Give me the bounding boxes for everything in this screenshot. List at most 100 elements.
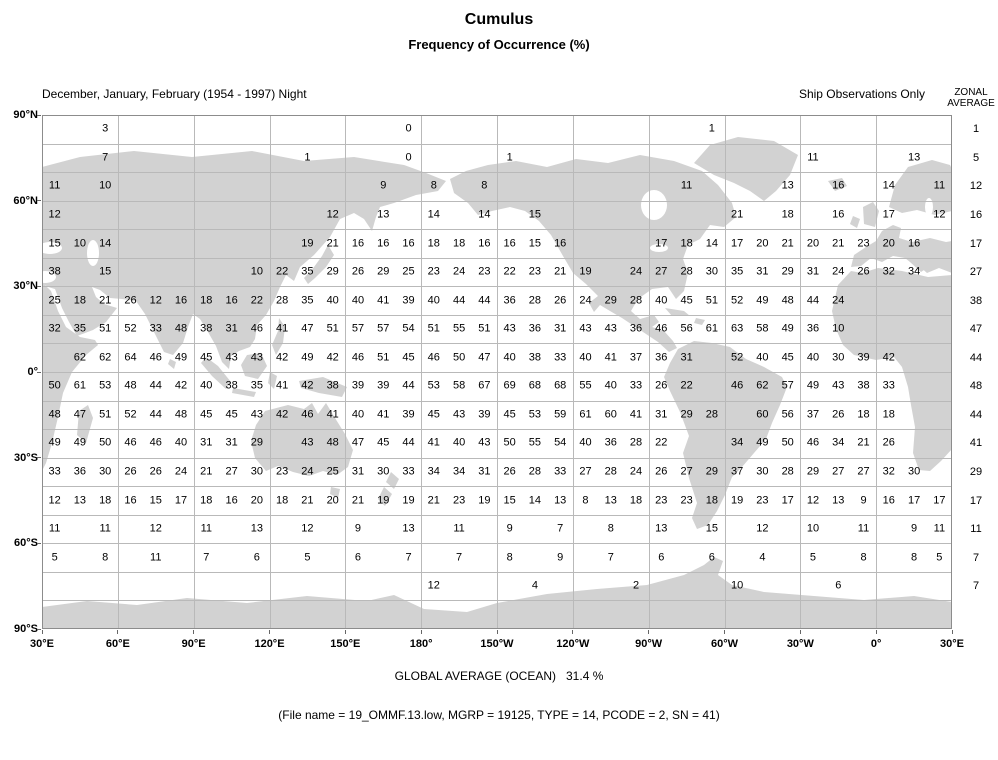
zonal-average-value: 38 [969, 294, 983, 307]
grid-value: 26 [655, 379, 668, 392]
grid-value: 31 [225, 436, 238, 449]
grid-value: 23 [756, 494, 769, 506]
zonal-average-value: 29 [969, 465, 983, 478]
landmass-iceland [828, 178, 847, 191]
grid-value: 39 [377, 379, 390, 392]
grid-value: 40 [200, 379, 213, 392]
zonal-average-value: 44 [969, 351, 983, 364]
lon-tick-label: 180° [409, 638, 433, 650]
mediterranean-east [42, 271, 56, 283]
baltic-sea [925, 198, 933, 216]
grid-value: 29 [250, 436, 263, 449]
grid-value: 1 [304, 151, 311, 164]
grid-value: 41 [427, 436, 440, 449]
grid-value: 19 [301, 237, 314, 249]
landmass-cuba [665, 308, 690, 316]
grid-value: 16 [351, 237, 365, 249]
grid-value: 28 [276, 294, 289, 307]
grid-value: 27 [225, 465, 238, 478]
grid-value: 11 [200, 522, 213, 535]
grid-value: 15 [528, 208, 542, 221]
zonal-header-line1: ZONAL [954, 87, 988, 98]
grid-value: 11 [150, 551, 162, 564]
grid-value: 9 [506, 522, 513, 535]
grid-value: 17 [655, 237, 668, 249]
grid-value: 45 [200, 408, 213, 421]
grid-value: 18 [705, 494, 718, 506]
grid-value: 15 [705, 522, 718, 535]
grid-value: 18 [882, 408, 895, 421]
grid-value: 33 [48, 465, 61, 478]
grid-value: 41 [276, 322, 289, 335]
grid-value: 15 [48, 237, 61, 249]
grid-value: 17 [781, 494, 794, 506]
landmass-sri-lanka [168, 359, 176, 369]
zonal-average-value: 7 [972, 551, 980, 564]
grid-value: 34 [731, 436, 744, 449]
zonal-average-value: 12 [969, 180, 983, 193]
grid-value: 55 [452, 322, 466, 335]
grid-value: 18 [629, 494, 643, 506]
lon-tick-label: 90°E [181, 638, 206, 650]
grid-value: 4 [759, 551, 766, 564]
grid-value: 23 [427, 265, 440, 278]
grid-value: 47 [351, 436, 365, 449]
grid-value: 44 [402, 379, 415, 392]
grid-value: 38 [857, 379, 870, 392]
grid-value: 50 [503, 436, 516, 449]
landmass-new-zealand-south [378, 487, 392, 506]
grid-value: 21 [301, 494, 314, 506]
grid-value: 51 [326, 322, 339, 335]
grid-value: 51 [377, 351, 390, 364]
grid-value: 18 [781, 208, 794, 221]
grid-value: 13 [832, 494, 845, 506]
grid-value: 53 [99, 379, 112, 392]
grid-value: 62 [99, 351, 112, 364]
grid-value: 26 [655, 465, 668, 478]
lon-tick-label: 120°W [556, 638, 590, 650]
landmass-italy [900, 247, 927, 272]
grid-value: 40 [503, 351, 516, 364]
axis-tick [193, 630, 195, 634]
grid-value: 38 [528, 351, 542, 364]
grid-value: 45 [200, 351, 213, 364]
grid-value: 23 [655, 494, 668, 506]
lat-tick-label: 0° [27, 366, 38, 378]
grid-value: 58 [756, 322, 769, 335]
grid-value: 18 [200, 294, 213, 307]
grid-value: 23 [528, 265, 542, 278]
grid-value: 42 [174, 379, 188, 392]
axis-tick [799, 630, 801, 634]
grid-value: 28 [705, 408, 718, 421]
grid-value: 17 [882, 208, 895, 221]
grid-value: 33 [554, 351, 567, 364]
grid-value: 16 [124, 494, 137, 506]
zonal-header-line2: AVERAGE [947, 98, 995, 109]
grid-value: 43 [579, 322, 592, 335]
grid-value: 21 [832, 237, 845, 249]
grid-value: 13 [907, 151, 921, 164]
grid-value: 35 [731, 265, 744, 278]
grid-value: 11 [99, 522, 111, 535]
grid-value: 56 [781, 408, 794, 421]
map-border [42, 115, 952, 629]
grid-value: 40 [604, 379, 617, 392]
axis-tick [496, 630, 498, 634]
grid-value: 18 [427, 237, 440, 249]
grid-value: 21 [731, 208, 744, 221]
grid-value: 31 [351, 465, 365, 478]
grid-value: 12 [933, 208, 946, 221]
grid-value: 54 [554, 436, 567, 449]
grid-value: 42 [301, 379, 314, 392]
grid-value: 46 [427, 351, 440, 364]
grid-values-layer: 3 0 1 7 1 0 1 11 13 11 10 9 8 8 11 13 16 14 11 12 12 13 14 14 15… [42, 115, 952, 629]
grid-value: 31 [756, 265, 769, 278]
grid-value: 21 [857, 436, 870, 449]
grid-value: 13 [604, 494, 617, 506]
zonal-average-header: ZONAL AVERAGE [944, 87, 998, 109]
grid-value: 30 [705, 265, 718, 278]
grid-value: 7 [102, 151, 109, 164]
grid-value: 29 [781, 265, 794, 278]
grid-value: 14 [882, 179, 895, 192]
